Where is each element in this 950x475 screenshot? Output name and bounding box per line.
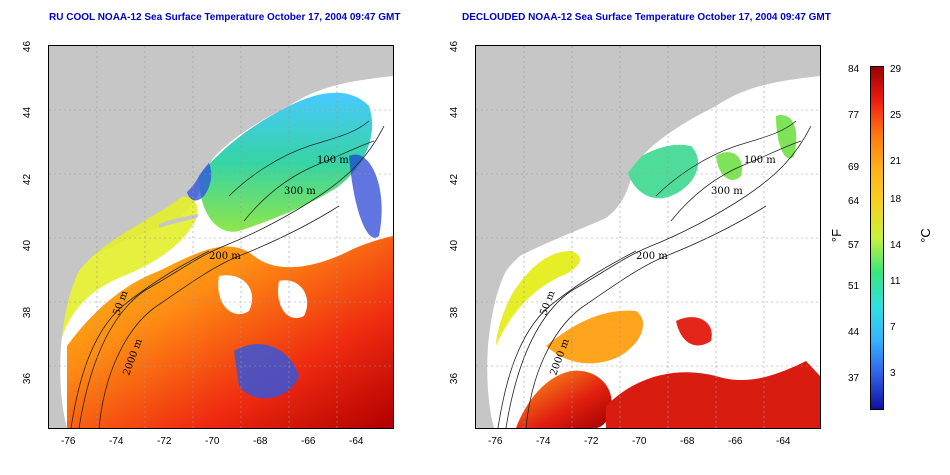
left-x-tick-label: -76 <box>61 436 76 447</box>
colorbar-c-label: 21 <box>890 156 902 167</box>
right-x-tick-label: -70 <box>632 436 647 447</box>
right-x-tick-label: -66 <box>728 436 743 447</box>
celsius-unit-label: °C <box>917 228 933 243</box>
contour-label-200m: 200 m <box>209 251 241 262</box>
contour-50m-r <box>497 250 637 428</box>
contour-50m <box>70 250 210 428</box>
colorbar-f-label: 37 <box>848 373 860 384</box>
color-scale-bar <box>870 66 884 410</box>
right-y-tick-label: 46 <box>449 40 461 53</box>
colorbar-f-label: 84 <box>848 64 860 75</box>
left-x-tick-label: -74 <box>109 436 124 447</box>
right-y-tick-label: 38 <box>449 306 461 319</box>
left-x-tick-label: -64 <box>349 436 364 447</box>
colorbar-f-label: 64 <box>848 196 860 207</box>
warm-patch-4 <box>676 317 712 346</box>
left-map-title: RU COOL NOAA-12 Sea Surface Temperature … <box>49 12 401 23</box>
colorbar-c-label: 25 <box>890 110 902 121</box>
colorbar-f-label: 51 <box>848 281 860 292</box>
colorbar-f-label: 69 <box>848 162 860 173</box>
colorbar-c-label: 11 <box>890 276 901 287</box>
warm-patch-3 <box>606 361 820 428</box>
right-x-tick-label: -68 <box>680 436 695 447</box>
right-y-tick-label: 42 <box>449 173 461 186</box>
graticule-r <box>476 46 820 428</box>
shelf-water <box>59 196 198 346</box>
left-map-svg: 100 m 300 m 200 m 50 m 2000 m <box>49 46 393 428</box>
cloud-gap-2 <box>278 280 308 319</box>
shelf-patch-r <box>496 251 581 346</box>
cool-patch-2 <box>716 152 742 180</box>
left-y-tick-label: 38 <box>22 306 34 319</box>
cool-patch-3 <box>776 115 797 159</box>
left-y-tick-label: 42 <box>22 173 34 186</box>
warm-patch-2 <box>516 370 612 428</box>
cool-patch-1 <box>626 144 699 199</box>
contour-label-100m: 100 m <box>317 155 349 166</box>
left-x-tick-label: -70 <box>205 436 220 447</box>
right-y-tick-label: 44 <box>449 106 461 119</box>
colorbar-f-label: 77 <box>848 110 860 121</box>
contour-200m-r <box>505 125 812 428</box>
contour-100m <box>228 120 370 197</box>
contour-label-300m: 300 m <box>284 186 316 197</box>
contour-300m <box>243 140 375 222</box>
colorbar-f-label: 57 <box>848 240 860 251</box>
colorbar-c-label: 29 <box>890 64 902 75</box>
right-y-tick-label: 36 <box>449 372 461 385</box>
colorbar-c-label: 7 <box>890 322 896 333</box>
cloud-noise-2 <box>349 154 382 238</box>
contour-label-300m-r: 300 m <box>711 186 743 197</box>
contour-300m-r <box>670 140 802 222</box>
left-sst-map: 100 m 300 m 200 m 50 m 2000 m <box>48 45 394 429</box>
cloud-area-r <box>476 46 820 428</box>
long-island <box>159 214 199 228</box>
coastline-land <box>49 46 393 428</box>
cloud-gap-1 <box>218 275 253 315</box>
cloud-noise-3 <box>234 344 299 399</box>
right-x-tick-label: -74 <box>536 436 551 447</box>
contour-100m-r <box>655 120 797 197</box>
left-y-tick-label: 46 <box>22 40 34 53</box>
left-y-tick-label: 40 <box>22 239 34 252</box>
right-x-tick-label: -72 <box>584 436 599 447</box>
contour-label-100m-r: 100 m <box>744 155 776 166</box>
right-x-tick-label: -76 <box>488 436 503 447</box>
contour-2000m <box>98 205 340 428</box>
graticule <box>49 46 393 428</box>
right-map-title: DECLOUDED NOAA-12 Sea Surface Temperatur… <box>462 12 831 23</box>
fahrenheit-unit-label: °F <box>829 228 845 243</box>
colorbar-f-label: 44 <box>848 327 860 338</box>
left-y-tick-label: 44 <box>22 106 34 119</box>
colorbar-c-label: 14 <box>890 240 902 251</box>
contour-label-200m-r: 200 m <box>636 251 668 262</box>
left-x-tick-label: -66 <box>301 436 316 447</box>
cool-water-area <box>199 92 373 232</box>
colorbar-c-label: 18 <box>890 194 902 205</box>
right-sst-map: 100 m 300 m 200 m 50 m 2000 m <box>475 45 821 429</box>
left-x-tick-label: -68 <box>253 436 268 447</box>
contour-2000m-r <box>525 205 767 428</box>
warm-water-area <box>67 236 393 428</box>
colorbar-c-label: 3 <box>890 368 896 379</box>
coastline-land-r <box>476 46 820 428</box>
left-x-tick-label: -72 <box>157 436 172 447</box>
left-y-tick-label: 36 <box>22 372 34 385</box>
contour-200m <box>78 125 385 428</box>
right-y-tick-label: 40 <box>449 239 461 252</box>
right-map-svg: 100 m 300 m 200 m 50 m 2000 m <box>476 46 820 428</box>
warm-patch-1 <box>546 310 644 364</box>
right-x-tick-label: -64 <box>776 436 791 447</box>
